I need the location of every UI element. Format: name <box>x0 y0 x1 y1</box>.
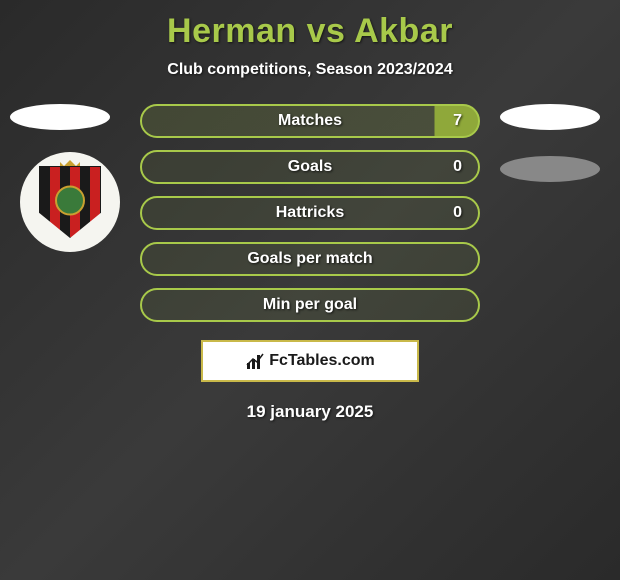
stat-row-hattricks: Hattricks 0 <box>140 196 480 230</box>
club-crest <box>20 152 120 252</box>
player-photo-placeholder-left <box>10 104 110 130</box>
stat-rows: Matches 7 Goals 0 Hattricks 0 Goals per … <box>140 104 480 322</box>
stat-row-goals-per-match: Goals per match <box>140 242 480 276</box>
brand-text: FcTables.com <box>269 352 375 370</box>
player-photo-placeholder-right-bottom <box>500 156 600 182</box>
subtitle: Club competitions, Season 2023/2024 <box>0 61 620 79</box>
stat-label: Goals per match <box>247 250 372 268</box>
content-area: Matches 7 Goals 0 Hattricks 0 Goals per … <box>0 104 620 422</box>
stat-row-goals: Goals 0 <box>140 150 480 184</box>
date-text: 19 january 2025 <box>0 402 620 422</box>
stat-value: 7 <box>453 112 462 130</box>
stat-label: Goals <box>288 158 332 176</box>
stat-label: Min per goal <box>263 296 357 314</box>
shield-icon <box>39 166 101 238</box>
page-title: Herman vs Akbar <box>0 0 620 51</box>
shield-center-icon <box>55 186 85 216</box>
crest-inner <box>39 166 101 238</box>
stat-row-min-per-goal: Min per goal <box>140 288 480 322</box>
stat-value: 0 <box>453 158 462 176</box>
player-photo-placeholder-right-top <box>500 104 600 130</box>
stat-row-matches: Matches 7 <box>140 104 480 138</box>
stat-label: Hattricks <box>276 204 344 222</box>
bars-icon <box>245 353 265 369</box>
brand-box[interactable]: FcTables.com <box>201 340 419 382</box>
stat-value: 0 <box>453 204 462 222</box>
stat-label: Matches <box>278 112 342 130</box>
